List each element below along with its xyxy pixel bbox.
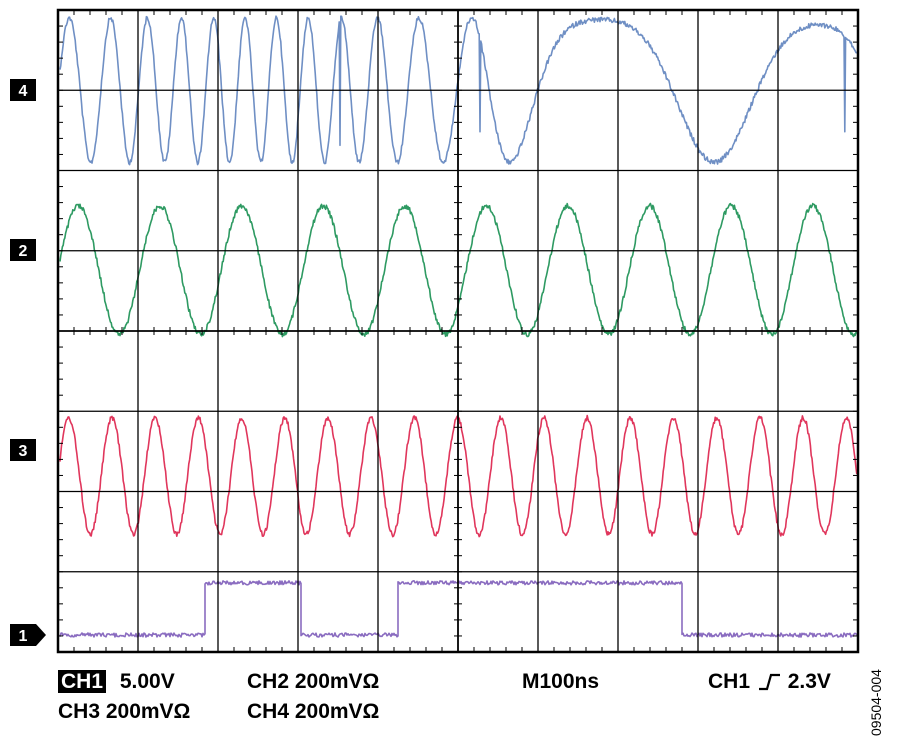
trigger-level: 2.3V	[787, 670, 831, 693]
ch3-readout: CH3 200mVΩ	[58, 700, 191, 723]
ch1-readout: CH1 5.00V	[58, 670, 175, 694]
trigger-readout: CH1 2.3V	[708, 670, 831, 694]
channel-marker-label: 2	[19, 243, 28, 260]
channel-marker-label: 4	[19, 83, 28, 100]
ch1-scale: 5.00V	[119, 670, 175, 693]
channel-marker-3: 3	[10, 439, 36, 461]
channel-markers: 4 2 3 1	[10, 79, 46, 646]
channel-marker-box	[10, 239, 36, 261]
channel-marker-box	[10, 439, 36, 461]
channel-marker-arrow	[10, 624, 46, 646]
ch2-readout: CH2 200mVΩ	[247, 670, 380, 693]
channel-marker-box	[10, 79, 36, 101]
channel-marker-1: 1	[10, 624, 46, 646]
channel-marker-2: 2	[10, 239, 36, 261]
ch4-readout: CH4 200mVΩ	[247, 700, 380, 723]
trigger-source: CH1	[708, 670, 751, 693]
timebase-readout: M100ns	[522, 670, 600, 693]
channel-marker-4: 4	[10, 79, 36, 101]
ch1-label: CH1	[58, 670, 107, 693]
figure-code-text: 09504-004	[868, 669, 884, 736]
rising-edge-icon	[758, 674, 780, 691]
figure-code: 09504-004	[868, 650, 888, 740]
channel-marker-label: 1	[19, 628, 28, 645]
graticule	[56, 8, 860, 654]
channel-marker-label: 3	[19, 443, 28, 460]
